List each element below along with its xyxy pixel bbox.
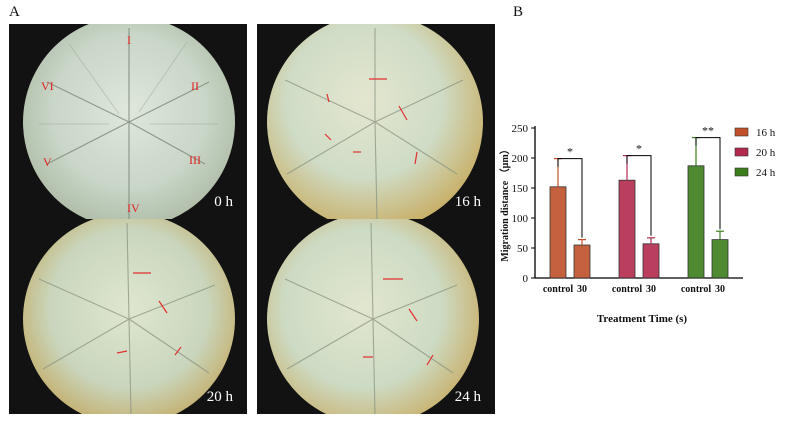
- y-tick-label: 150: [512, 183, 529, 195]
- legend-label: 20 h: [756, 147, 776, 159]
- panel-label-a: A: [9, 4, 20, 20]
- x-tick-label: control: [612, 284, 643, 295]
- micrograph-0h: I II III IV V VI 0 h: [9, 24, 247, 219]
- significance-marker: *: [636, 142, 642, 156]
- x-axis-label: Treatment Time (s): [597, 313, 688, 325]
- y-tick-label: 100: [512, 213, 529, 225]
- significance-bracket: [695, 137, 721, 230]
- roman-label-iii: III: [189, 153, 201, 167]
- legend-swatch: [734, 127, 749, 137]
- bar: [642, 243, 660, 279]
- micrograph-20h-image: [9, 219, 247, 414]
- micrograph-16h-image: [257, 24, 495, 219]
- x-tick-label: control: [681, 284, 712, 295]
- legend-label: 16 h: [756, 127, 776, 139]
- x-tick-label: 30: [715, 284, 725, 295]
- significance-marker: *: [567, 145, 573, 159]
- legend-swatch: [734, 167, 749, 177]
- time-label-20h: 20 h: [206, 389, 233, 405]
- significance-bracket: [557, 158, 583, 238]
- micrograph-20h: 20 h: [9, 219, 247, 414]
- roman-label-vi: VI: [41, 79, 54, 93]
- bar: [573, 244, 591, 279]
- y-tick-label: 50: [517, 243, 529, 255]
- bar: [687, 165, 705, 279]
- time-label-0h: 0 h: [214, 194, 233, 210]
- micrograph-0h-image: I II III IV V VI: [9, 24, 247, 219]
- roman-label-v: V: [43, 155, 52, 169]
- micrograph-24h-image: [257, 219, 495, 414]
- micrograph-24h: 24 h: [257, 219, 495, 414]
- roman-label-i: I: [127, 33, 131, 47]
- significance-marker: **: [702, 124, 714, 138]
- micrograph-16h: 16 h: [257, 24, 495, 219]
- y-tick-label: 0: [523, 273, 529, 285]
- significance-bracket: [626, 155, 652, 236]
- roman-label-iv: IV: [127, 201, 140, 215]
- time-label-16h: 16 h: [454, 194, 481, 210]
- legend-label: 24 h: [756, 167, 776, 179]
- x-tick-label: 30: [577, 284, 587, 295]
- bar: [618, 179, 636, 279]
- bar: [711, 239, 729, 279]
- y-tick-label: 250: [512, 123, 529, 135]
- y-tick-label: 200: [512, 153, 529, 165]
- y-axis-label: Migration distance （μm）: [498, 144, 511, 261]
- x-tick-label: control: [543, 284, 574, 295]
- x-tick-label: 30: [646, 284, 656, 295]
- bar: [549, 186, 567, 279]
- panel-label-b: B: [513, 4, 524, 20]
- roman-label-ii: II: [191, 79, 199, 93]
- time-label-24h: 24 h: [454, 389, 481, 405]
- legend-swatch: [734, 147, 749, 157]
